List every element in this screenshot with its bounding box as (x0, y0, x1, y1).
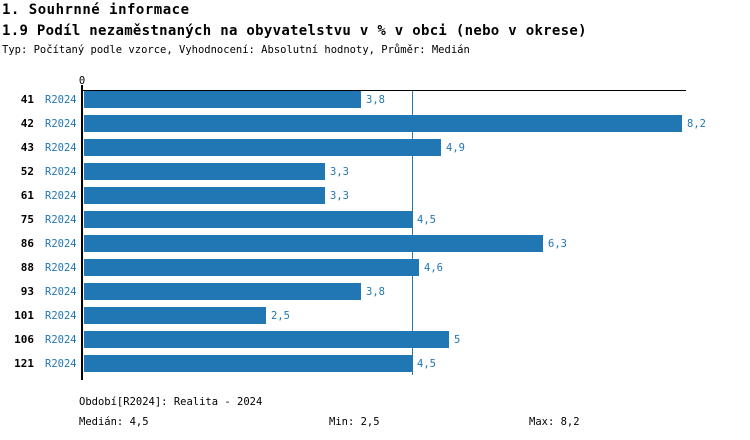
series-label: R2024 (45, 262, 77, 274)
bar (84, 187, 325, 204)
bar-value-label: 3,3 (330, 166, 349, 178)
bar-value-label: 8,2 (687, 118, 706, 130)
category-label: 61 (20, 189, 34, 202)
bar (84, 91, 361, 108)
bar-value-label: 5 (454, 334, 461, 346)
bar (84, 115, 682, 132)
series-label: R2024 (45, 310, 77, 322)
bar-value-label: 4,5 (417, 214, 436, 226)
bar-value-label: 6,3 (548, 238, 567, 250)
bar (84, 139, 441, 156)
report-section-title: 1. Souhrnné informace (2, 2, 190, 18)
category-label: 101 (14, 309, 34, 322)
bar (84, 259, 419, 276)
category-label: 75 (20, 213, 34, 226)
bar (84, 283, 361, 300)
bar (84, 211, 412, 228)
footer-median-label: Medián: 4,5 (79, 416, 149, 428)
bar-value-label: 4,5 (417, 358, 436, 370)
bar (84, 163, 325, 180)
series-label: R2024 (45, 190, 77, 202)
series-label: R2024 (45, 358, 77, 370)
category-label: 43 (20, 141, 34, 154)
category-label: 41 (20, 93, 34, 106)
bar-value-label: 4,9 (446, 142, 465, 154)
series-label: R2024 (45, 118, 77, 130)
bar-value-label: 3,3 (330, 190, 349, 202)
series-label: R2024 (45, 214, 77, 226)
x-axis-zero-tick-label: 0 (78, 75, 86, 87)
bar (84, 331, 449, 348)
category-label: 52 (20, 165, 34, 178)
series-label: R2024 (45, 142, 77, 154)
chart-title: 1.9 Podíl nezaměstnaných na obyvatelstvu… (2, 23, 587, 39)
footer-period-label: Období[R2024]: Realita - 2024 (79, 396, 263, 408)
category-label: 42 (20, 117, 34, 130)
median-reference-line (412, 91, 413, 375)
bar (84, 307, 266, 324)
category-label: 86 (20, 237, 34, 250)
bar-value-label: 3,8 (366, 286, 385, 298)
bar (84, 355, 412, 372)
chart-subtitle: Typ: Počítaný podle vzorce, Vyhodnocení:… (2, 44, 470, 56)
x-axis-line (81, 90, 686, 91)
footer-min-label: Min: 2,5 (329, 416, 380, 428)
series-label: R2024 (45, 238, 77, 250)
bar-value-label: 3,8 (366, 94, 385, 106)
bar-value-label: 2,5 (271, 310, 290, 322)
bar (84, 235, 543, 252)
x-axis-zero-tick (81, 85, 83, 90)
category-label: 88 (20, 261, 34, 274)
series-label: R2024 (45, 166, 77, 178)
series-label: R2024 (45, 94, 77, 106)
category-label: 93 (20, 285, 34, 298)
category-label: 121 (14, 357, 34, 370)
footer-max-label: Max: 8,2 (529, 416, 580, 428)
series-label: R2024 (45, 334, 77, 346)
category-label: 106 (14, 333, 34, 346)
y-axis-line (81, 90, 83, 380)
series-label: R2024 (45, 286, 77, 298)
bar-value-label: 4,6 (424, 262, 443, 274)
